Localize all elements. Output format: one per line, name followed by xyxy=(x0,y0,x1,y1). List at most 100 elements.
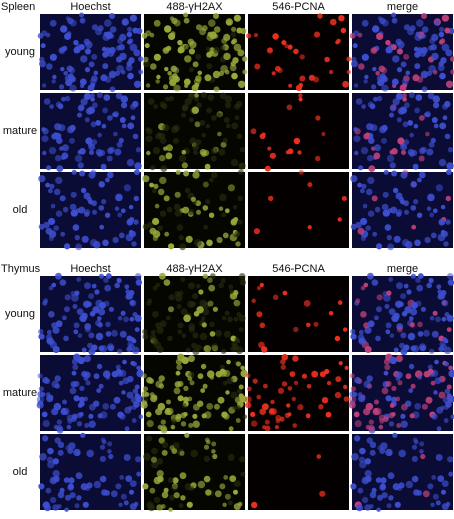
cell xyxy=(307,384,312,389)
cell xyxy=(430,503,434,507)
cell xyxy=(130,104,136,110)
micrograph xyxy=(246,13,351,91)
cell xyxy=(220,369,226,375)
cell xyxy=(208,19,216,27)
cell xyxy=(410,181,417,188)
cell xyxy=(335,40,339,44)
cell xyxy=(192,414,197,419)
cell xyxy=(102,108,108,114)
cell xyxy=(92,284,97,289)
cell xyxy=(133,219,138,224)
cell xyxy=(414,124,419,129)
cell xyxy=(152,311,159,318)
cell xyxy=(265,420,270,425)
column-header: 546-PCNA xyxy=(272,263,325,275)
cell xyxy=(208,94,215,101)
cell xyxy=(442,231,448,237)
cell xyxy=(416,32,421,37)
micrograph-background xyxy=(248,93,349,169)
cell xyxy=(177,304,182,309)
cell xyxy=(107,172,114,179)
cell xyxy=(141,402,148,409)
cell xyxy=(78,207,85,214)
cell xyxy=(182,333,187,338)
cell xyxy=(39,453,47,461)
cell xyxy=(204,345,211,352)
cell xyxy=(250,412,255,417)
cell xyxy=(160,320,167,327)
cell xyxy=(119,138,124,143)
cell xyxy=(209,322,215,328)
cell xyxy=(69,138,75,144)
cell xyxy=(257,286,261,290)
cell xyxy=(159,155,165,161)
cell xyxy=(426,113,431,118)
cell xyxy=(203,384,208,389)
cell xyxy=(119,53,126,60)
cell xyxy=(76,451,81,456)
cell xyxy=(183,315,191,323)
cell xyxy=(390,150,395,155)
cell xyxy=(225,102,231,108)
cell xyxy=(204,74,211,81)
cell xyxy=(101,199,106,204)
cell xyxy=(354,377,361,384)
cell xyxy=(146,151,150,155)
cell xyxy=(236,347,244,355)
cell xyxy=(321,132,325,136)
cell xyxy=(386,291,391,296)
cell xyxy=(41,127,46,132)
cell xyxy=(208,301,214,307)
cell xyxy=(151,448,158,455)
cell xyxy=(442,317,447,322)
cell xyxy=(419,148,426,155)
cell xyxy=(273,295,279,301)
cell xyxy=(354,412,360,418)
cell xyxy=(159,177,166,184)
cell xyxy=(167,207,173,213)
cell xyxy=(397,67,402,72)
cell xyxy=(362,477,369,484)
cell xyxy=(55,273,62,280)
cell xyxy=(236,28,242,34)
cell xyxy=(156,79,160,83)
cell xyxy=(166,408,173,415)
cell xyxy=(335,336,340,341)
cell xyxy=(120,117,126,123)
cell xyxy=(213,307,218,312)
cell xyxy=(209,178,214,183)
cell xyxy=(220,45,225,50)
cell xyxy=(419,343,427,351)
cell xyxy=(134,196,139,201)
cell xyxy=(361,147,368,154)
cell xyxy=(265,425,271,431)
cell xyxy=(46,33,51,38)
cell xyxy=(76,277,81,282)
column-header: 488-γH2AX xyxy=(166,263,223,275)
cell xyxy=(138,70,143,75)
cell xyxy=(350,329,355,334)
cell xyxy=(202,322,207,327)
micrograph xyxy=(350,169,453,250)
cell xyxy=(205,489,211,495)
cell xyxy=(365,225,371,231)
cell xyxy=(402,97,407,102)
cell xyxy=(127,27,132,32)
cell xyxy=(46,165,51,170)
tissue-label: Thymus xyxy=(1,263,41,275)
cell xyxy=(79,171,85,177)
cell xyxy=(431,475,436,480)
cell xyxy=(240,366,245,371)
cell xyxy=(56,320,63,327)
cell xyxy=(319,491,325,497)
cell xyxy=(237,134,243,140)
cell xyxy=(293,327,298,332)
cell xyxy=(206,240,213,247)
cell xyxy=(202,25,208,31)
cell xyxy=(118,503,122,507)
cell xyxy=(176,364,182,370)
cell xyxy=(401,61,407,67)
cell xyxy=(97,364,102,369)
cell xyxy=(213,13,219,19)
